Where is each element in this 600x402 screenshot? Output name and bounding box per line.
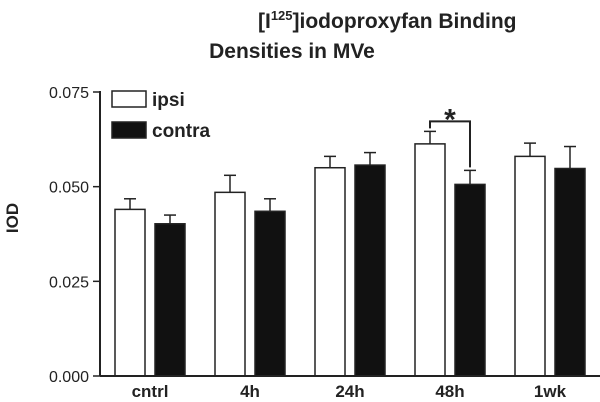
legend-swatch-ipsi <box>111 90 147 108</box>
category-label: 4h <box>240 382 260 401</box>
significance-bracket <box>429 120 471 168</box>
chart-title: [I125]iodoproxyfan Binding Densities in … <box>209 8 516 63</box>
bar-contra-24h <box>354 164 386 377</box>
chart-title-line1: [I125]iodoproxyfan Binding <box>258 8 517 33</box>
y-axis-label: IOD <box>3 203 22 233</box>
y-tick-label: 0.075 <box>49 85 89 102</box>
bar-contra-4h <box>254 210 286 377</box>
category-labels: cntrl 4h 24h 48h 1wk <box>132 382 567 401</box>
y-tick-label: 0.025 <box>49 274 89 291</box>
axes <box>99 91 600 377</box>
significance-marker: * <box>429 103 471 168</box>
bar-ipsi-1wk <box>514 155 546 377</box>
category-label: 24h <box>335 382 364 401</box>
bar-contra-cntrl <box>154 223 186 377</box>
bar-ipsi-4h <box>214 191 246 377</box>
legend-label-contra: contra <box>152 121 211 142</box>
category-label: cntrl <box>132 382 169 401</box>
legend-label-ipsi: ipsi <box>152 90 185 111</box>
bar-ipsi-24h <box>314 166 346 377</box>
y-tick-label: 0.000 <box>49 369 89 386</box>
category-label: 1wk <box>534 382 567 401</box>
bar-contra-1wk <box>554 167 586 377</box>
legend: ipsi contra <box>111 90 211 142</box>
bar-contra-48h <box>454 183 486 377</box>
category-label: 48h <box>435 382 464 401</box>
legend-swatch-contra <box>111 121 147 139</box>
y-tick-label: 0.050 <box>49 180 89 197</box>
bar-ipsi-cntrl <box>114 208 146 377</box>
bar-ipsi-48h <box>414 143 446 377</box>
bars <box>114 130 586 377</box>
chart-title-line2: Densities in MVe <box>209 40 375 63</box>
y-axis-ticks: 0.000 0.025 0.050 0.075 <box>49 85 100 386</box>
significance-star: * <box>444 103 456 136</box>
